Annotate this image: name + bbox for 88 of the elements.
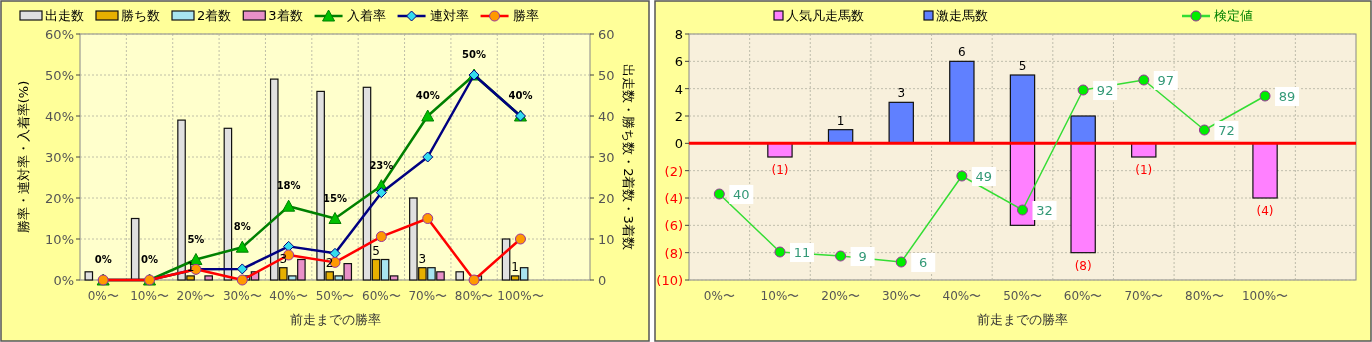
data-label: 50% <box>462 49 487 60</box>
y2-axis-title: 出走数・勝ち数・2着数・3着数 <box>621 64 636 250</box>
y2-tick-label: 50 <box>598 68 615 83</box>
x-tick-label: 50%〜 <box>1003 289 1042 303</box>
y-tick-label: 20% <box>45 191 74 206</box>
y-tick-label: 40% <box>45 109 74 124</box>
x-tick-label: 80%〜 <box>454 289 494 303</box>
data-label: 9 <box>858 249 867 264</box>
data-label: 1 <box>511 259 519 274</box>
y-tick-label: (6) <box>664 218 683 234</box>
y-tick-label: 0% <box>53 273 74 288</box>
y2-tick-label: 30 <box>598 150 615 165</box>
data-label: (1) <box>771 163 789 177</box>
y-tick-label: 10% <box>45 232 74 247</box>
data-label: 40 <box>733 187 750 202</box>
data-label: 18% <box>276 180 301 192</box>
legend-label: 出走数 <box>45 8 84 23</box>
data-label: (1) <box>1135 163 1153 177</box>
legend-label: 2着数 <box>197 8 232 23</box>
y2-tick-label: 60 <box>598 27 615 42</box>
x-tick-label: 0%〜 <box>87 289 119 303</box>
x-tick-label: 40%〜 <box>269 289 308 303</box>
y-tick-label: 4 <box>674 81 683 97</box>
legend-label: 勝率 <box>512 8 539 23</box>
y2-tick-label: 20 <box>598 191 615 206</box>
y-tick-label: (2) <box>664 163 683 179</box>
y-tick-label: 60% <box>45 27 74 42</box>
x-tick-label: 100%〜 <box>1241 289 1289 303</box>
data-label: 49 <box>975 169 993 184</box>
x-tick-label: 20%〜 <box>176 289 216 303</box>
x-tick-label: 10%〜 <box>760 289 800 303</box>
x-tick-label: 10%〜 <box>130 289 169 303</box>
y-tick-label: (8) <box>664 245 683 261</box>
data-label: 92 <box>1096 83 1114 98</box>
x-tick-label: 80%〜 <box>1185 289 1224 303</box>
legend-label: 人気凡走馬数 <box>786 8 864 23</box>
data-label: 6 <box>919 255 928 270</box>
data-label: 5% <box>187 233 205 245</box>
data-label: 2 <box>325 255 334 270</box>
y-tick-label: 8 <box>674 27 683 42</box>
y-tick-label: 50% <box>45 68 74 83</box>
data-label: 3 <box>418 251 427 266</box>
legend-label: 激走馬数 <box>936 8 988 23</box>
x-tick-label: 30%〜 <box>222 289 262 303</box>
y-axis-title: 勝率・連対率・入着率(%) <box>16 80 31 234</box>
y2-tick-label: 0 <box>598 273 607 288</box>
x-tick-label: 30%〜 <box>881 289 921 303</box>
y2-tick-label: 10 <box>598 232 615 247</box>
y2-tick-label: 40 <box>598 109 615 124</box>
y-tick-label: 0 <box>674 136 683 152</box>
x-axis-title: 前走までの勝率 <box>289 312 381 327</box>
data-label: 5 <box>1018 59 1027 73</box>
data-label: 32 <box>1036 203 1053 218</box>
data-label: 40% <box>415 90 440 101</box>
x-tick-label: 100%〜 <box>497 289 544 303</box>
x-tick-label: 70%〜 <box>1124 289 1164 303</box>
data-label: 5 <box>372 243 380 258</box>
data-label: 97 <box>1157 73 1175 88</box>
data-label: 11 <box>793 245 811 260</box>
data-label: 3 <box>897 86 906 101</box>
x-tick-label: 70%〜 <box>408 289 448 303</box>
legend-label: 入着率 <box>346 8 386 23</box>
data-label: 0% <box>141 254 159 265</box>
y-tick-label: 6 <box>674 54 683 70</box>
y-tick-label: 30% <box>45 150 74 165</box>
legend-label: 検定値 <box>1214 8 1253 23</box>
x-tick-label: 60%〜 <box>362 289 401 303</box>
legend-label: 3着数 <box>268 8 303 23</box>
y-tick-label: 2 <box>674 109 683 124</box>
data-label: 89 <box>1278 89 1296 104</box>
y-tick-label: (10) <box>656 273 683 288</box>
data-label: 6 <box>958 45 966 60</box>
x-tick-label: 40%〜 <box>942 289 982 303</box>
data-label: (4) <box>1256 204 1274 218</box>
data-label: 8% <box>233 221 251 233</box>
data-label: 40% <box>508 90 533 101</box>
x-tick-label: 50%〜 <box>315 289 355 303</box>
x-axis-title: 前走までの勝率 <box>977 312 1068 327</box>
data-label: 1 <box>836 113 845 128</box>
x-tick-label: 20%〜 <box>821 289 860 303</box>
x-tick-label: 60%〜 <box>1063 289 1103 303</box>
x-tick-label: 0%〜 <box>703 289 735 303</box>
data-label: 0% <box>94 254 112 265</box>
y-tick-label: (4) <box>664 191 683 206</box>
legend-label: 連対率 <box>429 8 469 23</box>
data-label: (8) <box>1074 258 1092 273</box>
legend-label: 勝ち数 <box>121 8 160 23</box>
data-label: 72 <box>1218 123 1235 138</box>
